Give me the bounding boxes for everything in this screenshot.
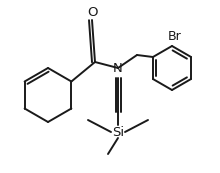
Text: Si: Si [112,125,124,139]
Text: O: O [87,6,97,19]
Text: Br: Br [168,30,182,43]
Text: N: N [113,61,123,75]
